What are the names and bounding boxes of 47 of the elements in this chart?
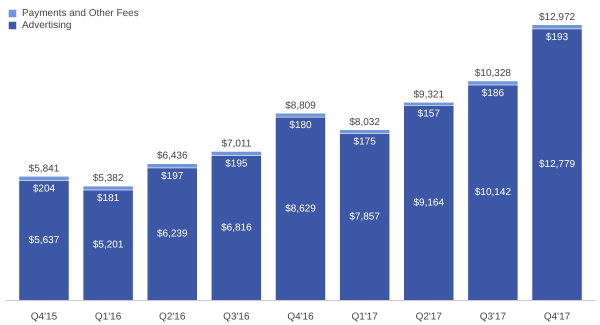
data-label: $204 [32,184,56,195]
legend-label: Advertising [22,19,72,31]
data-label: $186 [482,88,504,99]
data-label: $193 [546,32,569,43]
data-label: $6,816 [221,222,252,234]
data-label: $6,239 [156,228,188,240]
x-tick-label: Q4'16 [287,312,314,322]
bar [404,105,454,300]
data-label: $157 [418,108,440,120]
x-tick-label: Q1'16 [94,312,122,322]
bar [82,190,134,300]
data-label: $9,164 [413,198,444,209]
total-label: $6,436 [156,150,188,162]
x-tick-label: Q4'15 [30,312,58,322]
total-label: $5,382 [92,173,124,184]
data-label: $197 [161,170,184,182]
x-tick-label: Q3'17 [480,312,507,322]
bar [146,168,198,300]
x-tick-label: Q3'16 [223,312,250,322]
legend-label: Payments and Other Fees [22,7,139,19]
bar [468,84,518,300]
total-label: $8,809 [285,100,316,112]
data-label: $175 [354,136,376,148]
data-label: $7,857 [349,212,380,223]
data-label: $195 [225,158,248,170]
total-label: $9,321 [413,89,444,100]
data-label: $181 [96,192,120,204]
bar [18,180,70,300]
total-label: $7,011 [221,138,252,150]
total-label: $5,841 [28,163,60,174]
x-tick-label: Q2'17 [416,312,442,322]
data-label: $10,142 [474,187,512,198]
x-tick-label: Q1'17 [351,312,378,322]
data-label: $5,637 [28,235,60,246]
total-label: $10,328 [474,68,512,79]
bar [275,116,326,300]
data-label: $5,201 [92,240,124,251]
bar [532,28,582,300]
data-label: $12,779 [538,159,576,170]
total-label: $12,972 [538,12,576,23]
x-tick-label: Q2'16 [159,312,186,322]
bar [339,133,390,300]
data-label: $8,629 [285,203,316,214]
x-tick-label: Q4'17 [544,312,571,322]
total-label: $8,032 [349,116,380,128]
bar [211,155,262,300]
data-label: $180 [289,120,312,132]
